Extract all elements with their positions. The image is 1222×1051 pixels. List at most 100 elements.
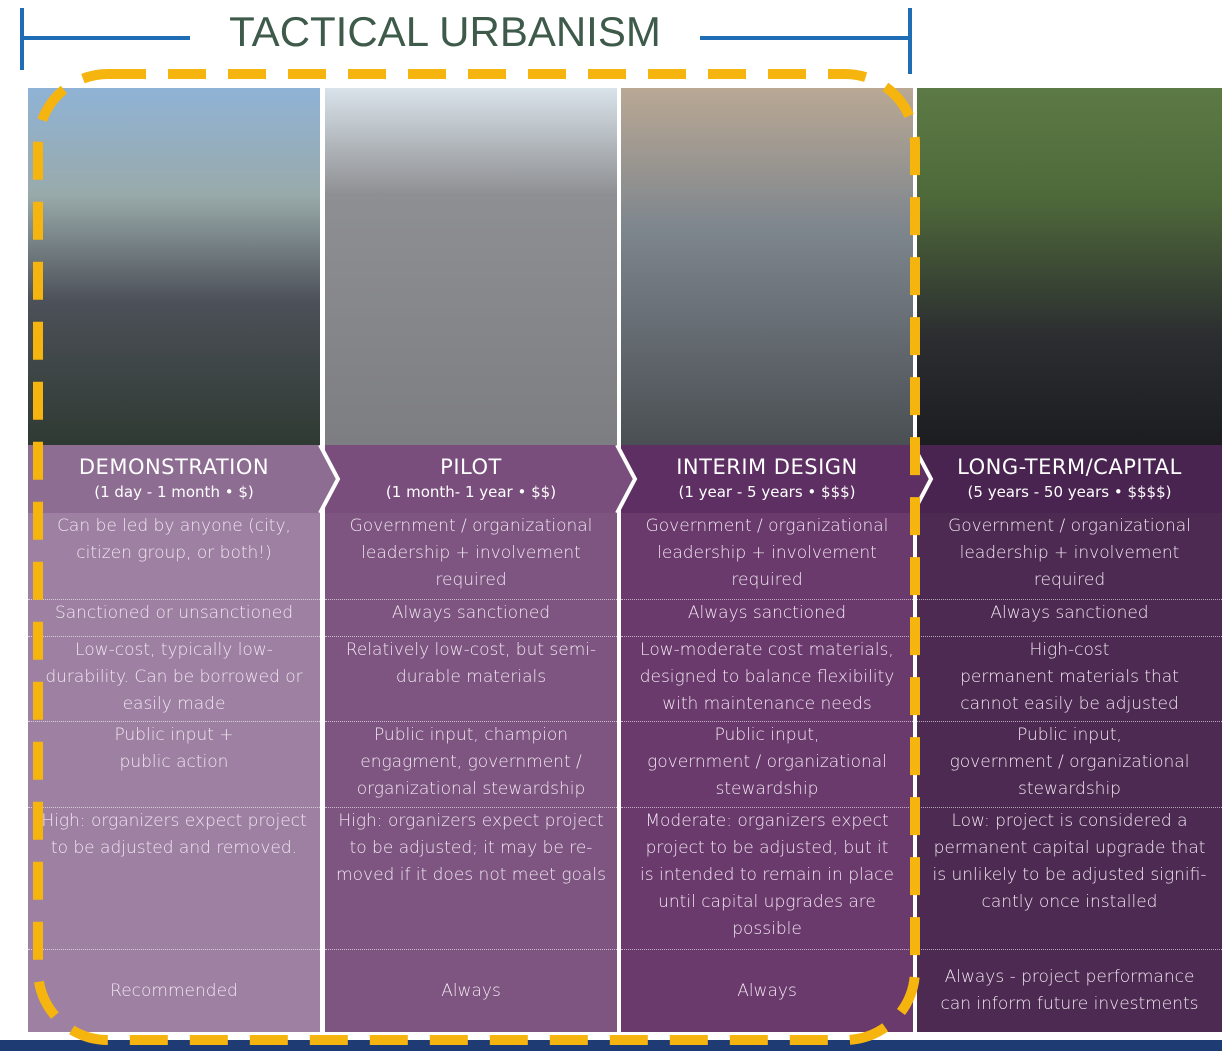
cell-text: is intended to remain in place	[640, 865, 894, 885]
cell: Relatively low-cost, but semi-durable ma…	[325, 637, 617, 722]
cell-text: possible	[732, 919, 802, 939]
cell: Public input, government / organizational…	[621, 722, 913, 808]
highlight-outline	[33, 69, 920, 1045]
cell-text: organizational stewardship	[356, 779, 586, 799]
cell-text: Public input, champion	[373, 725, 569, 745]
cell-text: Always sanctioned	[990, 603, 1149, 623]
cell-text: Government / organizational	[948, 516, 1191, 536]
cell-text: durable materials	[395, 667, 547, 687]
cell-text: to be adjusted and removed.	[50, 838, 298, 858]
cell-text: government / organizational	[647, 752, 887, 772]
cell-text: permanent materials that	[960, 667, 1179, 687]
cell: Low-moderate cost materials, designed to …	[621, 637, 913, 722]
cell-text: cannot easily be adjusted	[960, 694, 1179, 714]
cell: Public input, champion engagment, governm…	[325, 722, 617, 808]
cell-text: Public input,	[714, 725, 820, 745]
cell: Low: project is considered a permanent ca…	[917, 808, 1222, 950]
cell-text: designed to balance flexibility	[639, 667, 895, 687]
cell-text: leadership + involvement	[361, 543, 581, 563]
subheading: (1 year - 5 years • $$$)	[678, 483, 856, 501]
column-header: DEMONSTRATION (1 day - 1 month • $)	[28, 445, 320, 513]
cell: Public input, government / organizational…	[917, 722, 1222, 808]
photo	[28, 88, 320, 445]
heading: DEMONSTRATION	[78, 455, 270, 479]
cell-text: until capital upgrades are	[658, 892, 876, 912]
cell: High: organizers expect project to be adj…	[325, 808, 617, 950]
cell-text: Always - project performance	[944, 967, 1195, 987]
cell-text: Low-moderate cost materials,	[640, 640, 894, 660]
cell: Recommended	[28, 950, 320, 1032]
cell-text: stewardship	[715, 779, 819, 799]
cell-text: Always	[441, 980, 501, 1001]
column-header: PILOT (1 month- 1 year • $$)	[325, 445, 617, 513]
cell-text: High: organizers expect project	[41, 811, 307, 831]
cell: Moderate: organizers expect project to be…	[621, 808, 913, 950]
chevron	[318, 444, 341, 514]
cell-text: Government / organizational	[645, 516, 889, 536]
cell: Public input + public action	[28, 722, 320, 808]
cell-text: to be adjusted; it may be re-	[349, 838, 593, 858]
cell-text: Sanctioned or unsanctioned	[54, 603, 294, 623]
cell: Always sanctioned	[917, 600, 1222, 637]
cell: High: organizers expect project to be adj…	[28, 808, 320, 950]
cell: Can be led by anyone (city, citizen group…	[28, 513, 320, 600]
cell-text: easily made	[122, 694, 226, 714]
cell-text: engagment, government /	[360, 752, 582, 772]
cell-text: Government / organizational	[349, 516, 593, 536]
cell-text: Public input,	[1017, 725, 1122, 745]
cell-text: required	[1033, 570, 1106, 590]
cell: Government / organizational leadership + …	[325, 513, 617, 600]
cell-text: permanent capital upgrade that	[933, 838, 1206, 858]
cell-text: is unlikely to be adjusted signifi-	[932, 865, 1207, 885]
heading: PILOT	[440, 455, 502, 479]
cell: High-cost permanent materials that cannot …	[917, 637, 1222, 722]
cell-text: required	[435, 570, 507, 590]
subheading: (1 day - 1 month • $)	[94, 483, 254, 501]
cell-text: leadership + involvement	[657, 543, 877, 563]
cell-text: Low-cost, typically low-	[75, 640, 273, 660]
cell-text: leadership + involvement	[959, 543, 1180, 563]
cell-text: project to be adjusted, but it	[645, 838, 889, 858]
cell-text: High-cost	[1029, 640, 1110, 660]
column-header: INTERIM DESIGN (1 year - 5 years • $$$)	[621, 445, 913, 513]
cell-text: government / organizational	[949, 752, 1190, 772]
cell-text: Can be led by anyone (city,	[57, 516, 291, 536]
cell: Always sanctioned	[325, 600, 617, 637]
title: TACTICAL URBANISM	[190, 8, 700, 56]
cell-text: Always sanctioned	[687, 603, 847, 623]
footer-bar	[0, 1040, 1222, 1051]
cell: Government / organizational leadership + …	[621, 513, 913, 600]
cell-text: Always	[737, 980, 797, 1001]
cell-text: Relatively low-cost, but semi-	[345, 640, 597, 660]
cell-text: moved if it does not meet goals	[336, 865, 606, 885]
photo	[325, 88, 617, 445]
cell: Always	[325, 950, 617, 1032]
chevron	[615, 444, 638, 514]
cell-text: High: organizers expect project	[338, 811, 604, 831]
column: INTERIM DESIGN (1 year - 5 years • $$$) Go…	[621, 88, 913, 1032]
cell: Always sanctioned	[621, 600, 913, 637]
heading: INTERIM DESIGN	[676, 455, 858, 479]
cell: Always	[621, 950, 913, 1032]
cell-text: citizen group, or both!)	[76, 543, 272, 563]
cell-text: can inform future investments	[940, 994, 1199, 1014]
cell-text: required	[731, 570, 803, 590]
cell-text: Public input +	[114, 725, 234, 745]
subheading: (1 month- 1 year • $$)	[385, 483, 557, 501]
photo	[917, 88, 1222, 445]
cell-text: Moderate: organizers expect	[645, 811, 889, 831]
column: PILOT (1 month- 1 year • $$) Government / …	[325, 88, 617, 1032]
cell: Government / organizational leadership + …	[917, 513, 1222, 600]
photo	[621, 88, 913, 445]
cell-text: with maintenance needs	[662, 694, 872, 714]
column: DEMONSTRATION (1 day - 1 month • $) Can be…	[28, 88, 320, 1032]
heading: LONG-TERM/CAPITAL	[957, 455, 1182, 479]
column-header: LONG-TERM/CAPITAL (5 years - 50 years • $…	[917, 445, 1222, 513]
cell-text: stewardship	[1018, 779, 1121, 799]
cell-text: Low: project is considered a	[951, 811, 1188, 831]
cell: Sanctioned or unsanctioned	[28, 600, 320, 637]
column: LONG-TERM/CAPITAL (5 years - 50 years • $…	[917, 88, 1222, 1032]
cell-text: Always sanctioned	[391, 603, 551, 623]
